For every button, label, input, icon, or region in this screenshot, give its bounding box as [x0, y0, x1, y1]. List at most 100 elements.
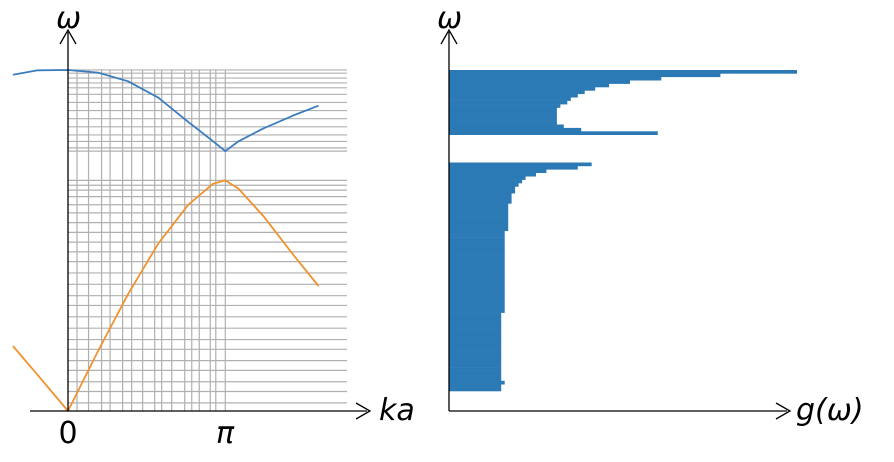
histogram-bar [449, 363, 502, 368]
histogram-bar [449, 268, 505, 272]
histogram-bar [449, 377, 502, 382]
histogram-bar [449, 70, 797, 74]
histogram-bar [449, 380, 505, 385]
histogram-bar [449, 107, 557, 112]
histogram-bar [449, 326, 502, 330]
histogram-bar [449, 292, 505, 296]
histogram-bar [449, 370, 502, 375]
histogram-bar [449, 217, 509, 221]
histogram-bar [449, 183, 519, 187]
histogram-bar [449, 203, 509, 208]
histogram-bar [449, 206, 509, 211]
histogram-bar [449, 110, 557, 115]
histogram-bar [449, 179, 523, 184]
histogram-bar [449, 131, 658, 135]
histogram-bar [449, 241, 505, 245]
y-axis-arrow [59, 28, 77, 45]
histogram-bar [449, 213, 509, 218]
histogram-bar [449, 223, 509, 228]
x-tick-label-pi: π [216, 416, 235, 451]
histogram-bar [449, 316, 502, 320]
histogram-bar [449, 200, 512, 204]
histogram-bar [449, 356, 502, 361]
density-of-states-panel: g(ω) ω [437, 1, 864, 428]
histogram-bar [449, 90, 585, 95]
histogram-bar [449, 186, 516, 191]
histogram-bar [449, 302, 505, 307]
histogram-bar [449, 100, 568, 105]
histogram-bar [449, 73, 721, 78]
dispersion-curves [12, 69, 320, 412]
histogram-bar [449, 193, 512, 197]
histogram-bar [449, 93, 578, 98]
histogram-bar [449, 336, 502, 341]
histogram-bar [449, 278, 505, 283]
histogram-bar [449, 220, 509, 225]
omega-grid-lines [68, 69, 347, 404]
histogram-bars [449, 70, 797, 392]
histogram-bar [449, 350, 502, 354]
histogram-bar [449, 312, 502, 317]
histogram-bar [449, 329, 502, 334]
histogram-bar [449, 305, 505, 310]
g-axis-label: g(ω) [796, 393, 864, 428]
histogram-bar [449, 97, 571, 101]
k-grid-lines [76, 69, 226, 411]
histogram-bar [449, 83, 610, 88]
histogram-bar [449, 237, 505, 242]
histogram-bar [449, 322, 502, 327]
histogram-bar [449, 343, 502, 347]
histogram-bar [449, 234, 505, 238]
histogram-bar [449, 346, 502, 351]
histogram-bar [449, 367, 502, 371]
histogram-bar [449, 87, 596, 91]
histogram-bar [449, 169, 547, 173]
x-axis-label: ka [379, 393, 415, 428]
histogram-bar [449, 374, 502, 378]
x-tick-label-zero: 0 [58, 416, 77, 451]
histogram-bar [449, 319, 502, 324]
histogram-bar [449, 333, 502, 337]
histogram-bar [449, 275, 505, 279]
histogram-bar [449, 196, 512, 201]
histogram-bar [449, 104, 561, 108]
g-axis-arrow [775, 402, 792, 420]
histogram-bar [449, 271, 505, 276]
dispersion-panel: ka ω 0 π [12, 1, 415, 451]
histogram-bar [449, 117, 557, 122]
histogram-bar [449, 172, 536, 177]
histogram-bar [449, 264, 505, 269]
histogram-bar [449, 258, 505, 262]
histogram-bar [449, 254, 505, 259]
histogram-bar [449, 251, 505, 255]
histogram-bar [449, 288, 505, 293]
histogram-bar [449, 339, 502, 344]
histogram-bar [449, 114, 557, 118]
histogram-bar [449, 176, 526, 180]
histogram-bar [449, 121, 557, 125]
histogram-bar [449, 387, 502, 392]
histogram-bar [449, 76, 662, 81]
histogram-bar [449, 281, 505, 286]
omega-axis-label: ω [437, 1, 462, 36]
histogram-bar [449, 285, 505, 289]
histogram-bar [449, 230, 505, 235]
histogram-bar [449, 298, 505, 303]
histogram-bar [449, 189, 516, 194]
omega-axis-arrow [440, 28, 458, 45]
x-axis-arrow [355, 402, 372, 420]
histogram-bar [449, 353, 502, 358]
histogram-bar [449, 295, 505, 300]
histogram-bar [449, 165, 578, 170]
histogram-bar [449, 210, 509, 214]
histogram-bar [449, 244, 505, 249]
histogram-bar [449, 124, 564, 129]
histogram-bar [449, 127, 582, 132]
histogram-bar [449, 360, 502, 364]
histogram-bar [449, 247, 505, 252]
histogram-bar [449, 162, 592, 167]
histogram-bar [449, 227, 509, 231]
histogram-bar [449, 80, 630, 84]
y-axis-label: ω [56, 1, 81, 36]
